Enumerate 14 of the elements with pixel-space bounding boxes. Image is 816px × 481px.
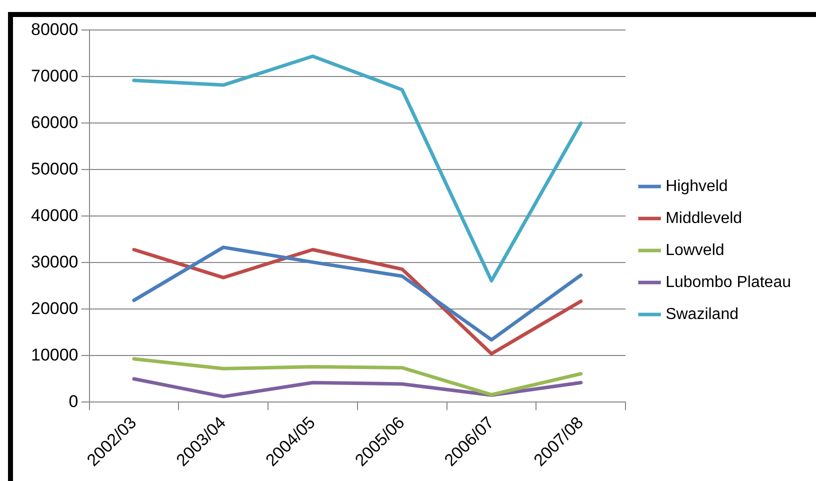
legend-label: Lowveld xyxy=(666,242,724,259)
y-tick-label: 10000 xyxy=(30,345,78,364)
legend-label: Middleveld xyxy=(666,210,742,227)
y-tick-label: 80000 xyxy=(30,20,78,39)
y-tick-label: 40000 xyxy=(30,206,78,225)
y-tick-label: 50000 xyxy=(30,159,78,178)
y-tick-label: 70000 xyxy=(30,66,78,86)
legend-label: Swaziland xyxy=(666,306,739,323)
y-tick-label: 20000 xyxy=(30,298,78,318)
legend-label: Highveld xyxy=(666,178,728,195)
y-tick-label: 0 xyxy=(68,392,78,411)
y-tick-label: 60000 xyxy=(30,112,78,132)
legend-label: Lubombo Plateau xyxy=(666,274,792,291)
y-tick-label: 30000 xyxy=(30,252,78,272)
